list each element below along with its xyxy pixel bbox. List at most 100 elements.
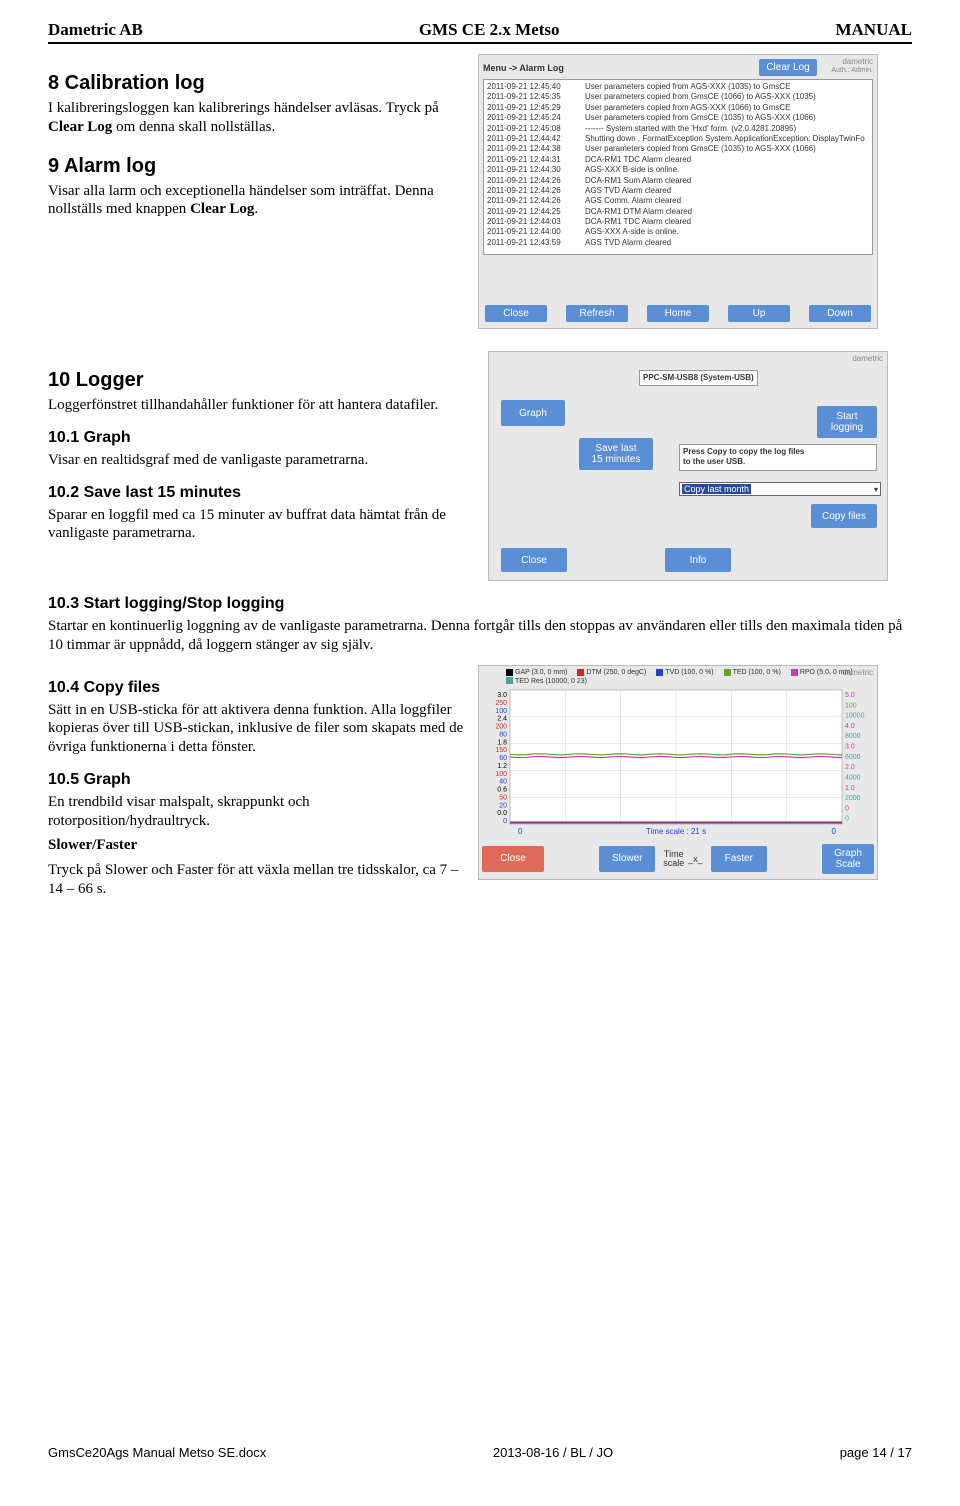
legend-item: DTM (250, 0 degC) — [577, 669, 646, 676]
alarm-log-row[interactable]: 2011-09-21 12:44:26DCA-RM1 Sum Alarm cle… — [487, 176, 869, 186]
alarm-breadcrumb: Menu -> Alarm Log — [483, 63, 564, 73]
s10-title: 10 Logger — [48, 369, 478, 392]
svg-text:3.0: 3.0 — [497, 692, 507, 699]
alarm-log-row[interactable]: 2011-09-21 12:45:29User parameters copie… — [487, 103, 869, 113]
page-header: Dametric AB GMS CE 2.x Metso MANUAL — [48, 20, 912, 44]
alarm-log-row[interactable]: 2011-09-21 12:44:03DCA-RM1 TDC Alarm cle… — [487, 217, 869, 227]
s8-title: 8 Calibration log — [48, 72, 468, 95]
refresh-button[interactable]: Refresh — [566, 305, 628, 322]
svg-text:100: 100 — [495, 708, 507, 715]
alarm-log-row[interactable]: 2011-09-21 12:45:08------- System starte… — [487, 124, 869, 134]
svg-text:Time scale : 21 s: Time scale : 21 s — [646, 827, 706, 836]
graph-panel: dametric GAP (3.0, 0 mm) DTM (250, 0 degC… — [478, 665, 878, 880]
chevron-down-icon: ▾ — [874, 485, 878, 494]
close-button[interactable]: Close — [485, 305, 547, 322]
alarm-log-row[interactable]: 2011-09-21 12:44:30AGS-XXX B-side is onl… — [487, 165, 869, 175]
svg-text:1.8: 1.8 — [497, 739, 507, 746]
s105-title: 10.5 Graph — [48, 771, 468, 789]
s104-p1: Sätt in en USB-sticka för att aktivera d… — [48, 701, 468, 757]
auth-label: Auth.: Admin. — [831, 67, 873, 74]
home-button[interactable]: Home — [647, 305, 709, 322]
s9-title: 9 Alarm log — [48, 155, 468, 178]
graph-scale-button[interactable]: Graph Scale — [822, 844, 874, 874]
s103-title: 10.3 Start logging/Stop logging — [48, 595, 912, 613]
close-button[interactable]: Close — [501, 548, 567, 572]
logger-panel: dametric PPC-SM-USB8 (System-USB) Graph … — [488, 351, 888, 581]
alarm-log-row[interactable]: 2011-09-21 12:44:42Shutting down . Forma… — [487, 134, 869, 144]
svg-text:0: 0 — [518, 827, 523, 836]
ftr-center: 2013-08-16 / BL / JO — [493, 1445, 613, 1460]
ftr-left: GmsCe20Ags Manual Metso SE.docx — [48, 1445, 266, 1460]
alarm-log-row[interactable]: 2011-09-21 12:44:00AGS-XXX A-side is onl… — [487, 227, 869, 237]
brand-label: dametric — [842, 57, 873, 66]
svg-text:0: 0 — [845, 816, 849, 823]
alarm-log-row[interactable]: 2011-09-21 12:44:38User parameters copie… — [487, 144, 869, 154]
alarm-log-row[interactable]: 2011-09-21 12:45:40User parameters copie… — [487, 82, 869, 92]
svg-text:150: 150 — [495, 747, 507, 754]
time-scale-label: Time scale — [663, 850, 684, 868]
alarm-log-row[interactable]: 2011-09-21 12:43:59AGS TVD Alarm cleared — [487, 238, 869, 248]
alarm-log-row[interactable]: 2011-09-21 12:44:26AGS TVD Alarm cleared — [487, 186, 869, 196]
save-last-button[interactable]: Save last 15 minutes — [579, 438, 653, 470]
svg-text:2.0: 2.0 — [845, 764, 855, 771]
s105-p3: Tryck på Slower och Faster för att växla… — [48, 861, 468, 899]
svg-text:2.4: 2.4 — [497, 716, 507, 723]
svg-text:6000: 6000 — [845, 754, 861, 761]
alarm-log-list[interactable]: 2011-09-21 12:45:40User parameters copie… — [483, 79, 873, 255]
legend-item: TED Res (10000, 0 23) — [506, 678, 587, 685]
s101-p1: Visar en realtidsgraf med de vanligaste … — [48, 451, 478, 470]
alarm-log-row[interactable]: 2011-09-21 12:45:24User parameters copie… — [487, 113, 869, 123]
svg-text:0.0: 0.0 — [497, 810, 507, 817]
hdr-left: Dametric AB — [48, 20, 143, 40]
s8-p1: I kalibreringsloggen kan kalibrerings hä… — [48, 99, 468, 137]
svg-text:3.0: 3.0 — [845, 744, 855, 751]
copy-files-button[interactable]: Copy files — [811, 504, 877, 528]
trend-chart: 3.02501002.4200801.8150601.2100400.65020… — [482, 688, 874, 838]
time-scale-value: _x_ — [688, 854, 703, 864]
alarm-log-panel: dametric Auth.: Admin. Menu -> Alarm Log… — [478, 54, 878, 329]
brand-label: dametric — [842, 668, 873, 677]
copy-hint: Press Copy to copy the log files to the … — [679, 444, 877, 471]
alarm-log-row[interactable]: 2011-09-21 12:44:31DCA-RM1 TDC Alarm cle… — [487, 155, 869, 165]
slower-button[interactable]: Slower — [599, 846, 655, 872]
s102-p1: Sparar en loggfil med ca 15 minuter av b… — [48, 506, 478, 544]
svg-text:250: 250 — [495, 700, 507, 707]
down-button[interactable]: Down — [809, 305, 871, 322]
hdr-center: GMS CE 2.x Metso — [419, 20, 560, 40]
s105-p1: En trendbild visar malspalt, skrappunkt … — [48, 793, 468, 831]
svg-text:8000: 8000 — [845, 733, 861, 740]
svg-text:4.0: 4.0 — [845, 723, 855, 730]
brand-label: dametric — [852, 354, 883, 363]
ftr-right: page 14 / 17 — [840, 1445, 912, 1460]
s103-p1: Startar en kontinuerlig loggning av de v… — [48, 617, 912, 655]
svg-text:200: 200 — [495, 723, 507, 730]
svg-text:5.0: 5.0 — [845, 692, 855, 699]
legend-item: GAP (3.0, 0 mm) — [506, 669, 567, 676]
s10-p1: Loggerfönstret tillhandahåller funktione… — [48, 396, 478, 415]
svg-text:0.6: 0.6 — [497, 787, 507, 794]
svg-text:1.2: 1.2 — [497, 763, 507, 770]
graph-button[interactable]: Graph — [501, 400, 565, 426]
copy-range-select[interactable]: Copy last month ▾ — [679, 482, 881, 496]
close-button[interactable]: Close — [482, 846, 544, 872]
s9-p1: Visar alla larm och exceptionella händel… — [48, 182, 468, 220]
faster-button[interactable]: Faster — [711, 846, 767, 872]
chart-legend: GAP (3.0, 0 mm)DTM (250, 0 degC)TVD (100… — [482, 669, 874, 686]
s102-title: 10.2 Save last 15 minutes — [48, 484, 478, 502]
svg-text:100: 100 — [845, 702, 857, 709]
start-logging-button[interactable]: Start logging — [817, 406, 877, 438]
alarm-log-row[interactable]: 2011-09-21 12:44:26AGS Comm. Alarm clear… — [487, 196, 869, 206]
info-button[interactable]: Info — [665, 548, 731, 572]
alarm-log-row[interactable]: 2011-09-21 12:45:35User parameters copie… — [487, 92, 869, 102]
svg-text:100: 100 — [495, 771, 507, 778]
s104-title: 10.4 Copy files — [48, 679, 468, 697]
clear-log-button[interactable]: Clear Log — [759, 59, 817, 76]
alarm-log-row[interactable]: 2011-09-21 12:44:25DCA-RM1 DTM Alarm cle… — [487, 207, 869, 217]
svg-text:0: 0 — [503, 818, 507, 825]
svg-text:20: 20 — [499, 802, 507, 809]
up-button[interactable]: Up — [728, 305, 790, 322]
usb-title: PPC-SM-USB8 (System-USB) — [639, 370, 758, 386]
svg-text:10000: 10000 — [845, 713, 865, 720]
svg-text:50: 50 — [499, 794, 507, 801]
svg-text:80: 80 — [499, 731, 507, 738]
